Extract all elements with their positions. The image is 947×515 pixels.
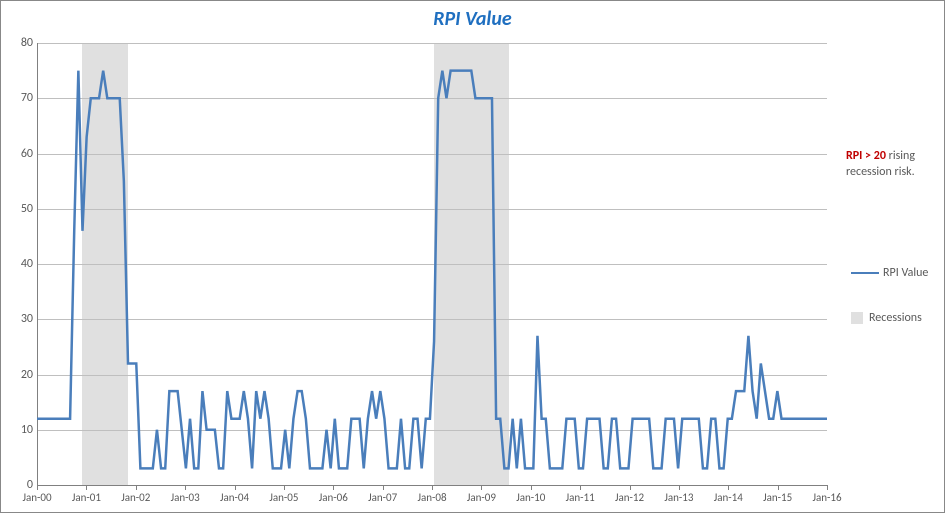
x-tick-label: Jan-06: [319, 491, 348, 504]
legend-item: RPI Value: [851, 266, 928, 280]
legend-box-swatch: [851, 312, 863, 324]
x-tick-label: Jan-16: [812, 491, 841, 504]
annotation-red: RPI > 20: [846, 149, 886, 163]
legend-label: RPI Value: [883, 266, 928, 280]
legend-item: Recessions: [851, 311, 922, 325]
x-tick-label: Jan-05: [269, 491, 298, 504]
y-tick-label: 20: [9, 368, 33, 382]
x-tick-label: Jan-00: [22, 491, 51, 504]
annotation-text: RPI > 20 risingrecession risk.: [846, 149, 915, 180]
chart-container: RPI Value 0 10 20 30 40 50 60 70 80 Jan-00 Jan-01…: [0, 0, 945, 513]
y-tick-label: 60: [9, 147, 33, 161]
y-tick-label: 70: [9, 91, 33, 105]
x-tick-label: Jan-14: [714, 491, 743, 504]
y-tick-label: 80: [9, 36, 33, 50]
x-tick-label: Jan-01: [72, 491, 101, 504]
x-tick-label: Jan-07: [368, 491, 397, 504]
x-tick-label: Jan-02: [121, 491, 150, 504]
y-tick-label: 0: [9, 478, 33, 492]
y-tick-label: 40: [9, 257, 33, 271]
x-tick-label: Jan-09: [467, 491, 496, 504]
plot-area: [37, 43, 827, 485]
x-tick-label: Jan-11: [566, 491, 595, 504]
x-tick-label: Jan-15: [763, 491, 792, 504]
y-tick-label: 50: [9, 202, 33, 216]
chart-title: RPI Value: [1, 7, 944, 31]
x-tick-label: Jan-03: [171, 491, 200, 504]
y-tick-label: 30: [9, 312, 33, 326]
legend-line-swatch: [851, 272, 879, 274]
x-tick-label: Jan-10: [516, 491, 545, 504]
y-tick-label: 10: [9, 423, 33, 437]
series-line: [37, 43, 827, 485]
x-tick-label: Jan-13: [664, 491, 693, 504]
x-tick-label: Jan-12: [615, 491, 644, 504]
legend-label: Recessions: [869, 311, 922, 325]
x-tick-label: Jan-08: [417, 491, 446, 504]
x-tick-label: Jan-04: [220, 491, 249, 504]
